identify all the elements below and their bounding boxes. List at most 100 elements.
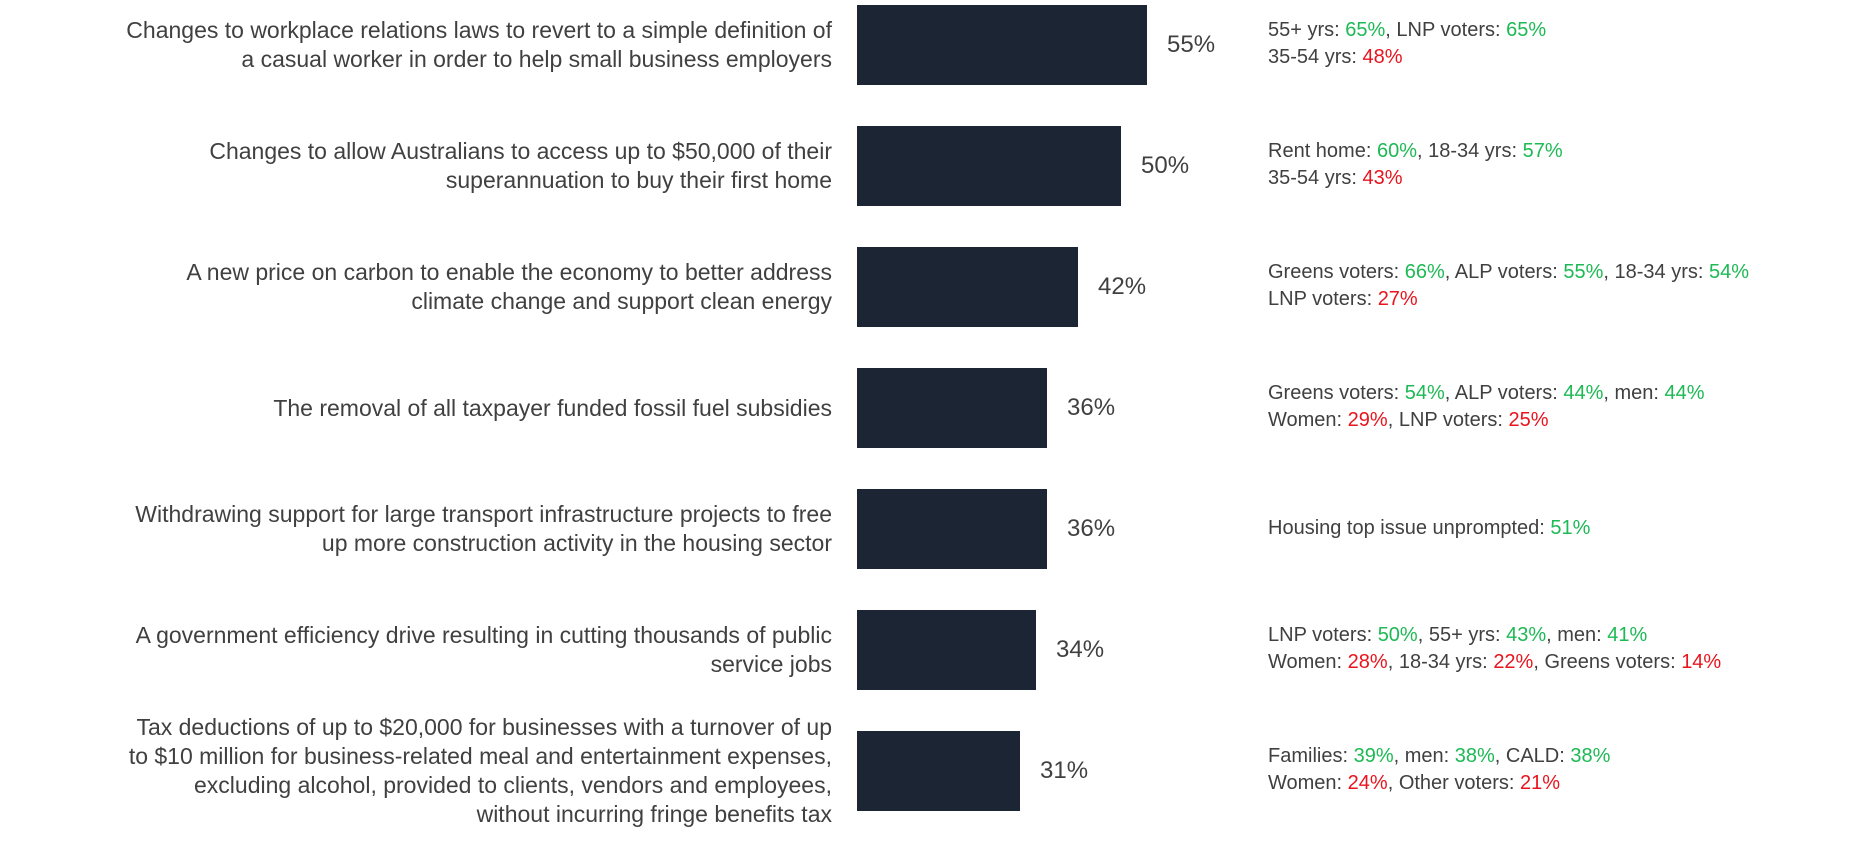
subgroup-name: , ALP voters: (1444, 382, 1564, 404)
higher-value: 44% (1563, 382, 1604, 404)
bar (857, 5, 1147, 85)
subgroup-name: Women: (1268, 772, 1348, 794)
bar (857, 368, 1047, 448)
lower-value: 48% (1362, 46, 1403, 68)
subgroup-note-line: Families: 39%, men: 38%, CALD: 38% (1268, 743, 1849, 770)
subgroup-name: , Greens voters: (1533, 651, 1682, 673)
bar (857, 489, 1047, 569)
subgroup-name: Rent home: (1268, 140, 1377, 162)
subgroup-name: Families: (1268, 745, 1354, 767)
lower-value: 22% (1493, 651, 1534, 673)
higher-value: 50% (1377, 624, 1418, 646)
higher-value: 60% (1376, 140, 1417, 162)
higher-value: 54% (1708, 261, 1750, 283)
subgroup-note-line: Women: 28%, 18-34 yrs: 22%, Greens voter… (1268, 649, 1849, 676)
subgroup-name: Women: (1268, 409, 1348, 431)
subgroup-note-line: 55+ yrs: 65%, LNP voters: 65% (1268, 17, 1849, 44)
higher-value: 65% (1345, 19, 1386, 41)
lower-value: 29% (1347, 409, 1388, 431)
category-label-line: a casual worker in order to help small b… (241, 46, 832, 72)
subgroup-name: , CALD: (1494, 745, 1571, 767)
subgroup-note-line: Rent home: 60%, 18-34 yrs: 57% (1268, 138, 1849, 165)
category-label-text: Changes to allow Australians to access u… (209, 137, 832, 195)
higher-value: 66% (1404, 261, 1445, 283)
subgroup-notes: 55+ yrs: 65%, LNP voters: 65% 35-54 yrs: … (1268, 17, 1849, 71)
data-label: 36% (1067, 515, 1116, 542)
subgroup-notes: LNP voters: 50%, 55+ yrs: 43%, men: 41% W… (1268, 622, 1849, 676)
category-label-line: service jobs (710, 651, 832, 677)
category-label-line: to $10 million for business-related meal… (128, 743, 832, 769)
category-label: Tax deductions of up to $20,000 for busi… (2, 714, 832, 827)
subgroup-name: , ALP voters: (1444, 261, 1564, 283)
subgroup-note-line: Greens voters: 66%, ALP voters: 55%, 18-… (1268, 259, 1849, 286)
subgroup-note-line: Women: 29%, LNP voters: 25% (1268, 407, 1849, 434)
higher-value: 38% (1570, 745, 1611, 767)
higher-value: 44% (1664, 382, 1705, 404)
subgroup-name: 35-54 yrs: (1268, 167, 1363, 189)
category-label-line: climate change and support clean energy (411, 288, 832, 314)
higher-value: 43% (1506, 624, 1547, 646)
chart-row: Changes to workplace relations laws to r… (0, 0, 1849, 120)
higher-value: 38% (1454, 745, 1495, 767)
higher-value: 51% (1550, 517, 1591, 539)
subgroup-name: , 18-34 yrs: (1387, 651, 1494, 673)
subgroup-note-line: Women: 24%, Other voters: 21% (1268, 770, 1849, 797)
subgroup-note-line: 35-54 yrs: 48% (1268, 44, 1849, 71)
category-label: A government efficiency drive resulting … (2, 610, 832, 690)
higher-value: 41% (1607, 624, 1648, 646)
subgroup-name: Greens voters: (1268, 261, 1405, 283)
category-label: Changes to allow Australians to access u… (2, 126, 832, 206)
subgroup-name: , men: (1393, 745, 1455, 767)
subgroup-name: , men: (1603, 382, 1665, 404)
subgroup-name: LNP voters: (1268, 288, 1378, 310)
data-label: 31% (1040, 757, 1089, 784)
subgroup-note-line: LNP voters: 50%, 55+ yrs: 43%, men: 41% (1268, 622, 1849, 649)
lower-value: 21% (1519, 772, 1560, 794)
subgroup-notes: Greens voters: 66%, ALP voters: 55%, 18-… (1268, 259, 1849, 313)
subgroup-notes: Housing top issue unprompted: 51% (1268, 515, 1849, 542)
category-label-line: A government efficiency drive resulting … (135, 622, 832, 648)
category-label-text: Withdrawing support for large transport … (135, 500, 832, 558)
subgroup-name: Housing top issue unprompted: (1268, 517, 1551, 539)
chart-row: A government efficiency drive resulting … (0, 604, 1849, 725)
category-label: A new price on carbon to enable the econ… (2, 247, 832, 327)
chart-row: Withdrawing support for large transport … (0, 483, 1849, 604)
category-label-line: The removal of all taxpayer funded fossi… (273, 394, 832, 421)
higher-value: 39% (1353, 745, 1394, 767)
bar (857, 610, 1036, 690)
category-label-text: Changes to workplace relations laws to r… (126, 16, 832, 74)
lower-value: 24% (1347, 772, 1388, 794)
subgroup-note-line: LNP voters: 27% (1268, 286, 1849, 313)
lower-value: 27% (1377, 288, 1418, 310)
chart-row: A new price on carbon to enable the econ… (0, 241, 1849, 362)
subgroup-notes: Rent home: 60%, 18-34 yrs: 57% 35-54 yrs:… (1268, 138, 1849, 192)
subgroup-name: Women: (1268, 651, 1348, 673)
category-label-line: superannuation to buy their first home (445, 167, 832, 193)
higher-value: 54% (1404, 382, 1445, 404)
category-label-line: A new price on carbon to enable the econ… (186, 259, 832, 285)
category-label-line: Withdrawing support for large transport … (135, 501, 832, 527)
higher-value: 65% (1506, 19, 1547, 41)
higher-value: 55% (1563, 261, 1604, 283)
category-label: Changes to workplace relations laws to r… (2, 5, 832, 85)
subgroup-name: 35-54 yrs: (1268, 46, 1363, 68)
lower-value: 43% (1362, 167, 1403, 189)
subgroup-name: LNP voters: (1268, 624, 1378, 646)
category-label-line: up more construction activity in the hou… (321, 530, 832, 556)
bar (857, 126, 1121, 206)
subgroup-name: 55+ yrs: (1268, 19, 1346, 41)
subgroup-notes: Families: 39%, men: 38%, CALD: 38% Women:… (1268, 743, 1849, 797)
lower-value: 25% (1508, 409, 1549, 431)
subgroup-name: , LNP voters: (1387, 409, 1509, 431)
subgroup-name: , 18-34 yrs: (1603, 261, 1709, 283)
category-label-line: Changes to workplace relations laws to r… (126, 17, 832, 43)
category-label-line: Changes to allow Australians to access u… (209, 138, 832, 164)
category-label: Withdrawing support for large transport … (2, 489, 832, 569)
subgroup-name: Greens voters: (1268, 382, 1405, 404)
subgroup-name: , LNP voters: (1385, 19, 1507, 41)
category-label-line: excluding alcohol, provided to clients, … (194, 772, 832, 798)
category-label-line: Tax deductions of up to $20,000 for busi… (136, 714, 832, 740)
subgroup-note-line: Housing top issue unprompted: 51% (1268, 515, 1849, 542)
lower-value: 14% (1681, 651, 1722, 673)
